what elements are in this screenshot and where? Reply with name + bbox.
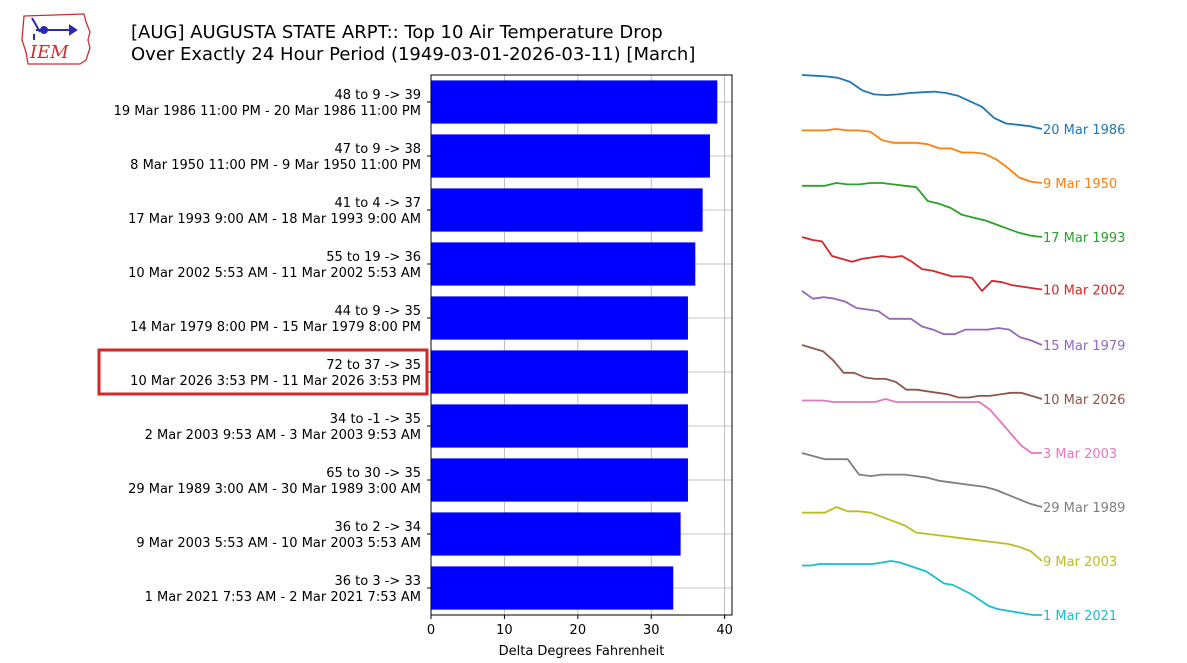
y-tick-label-line-2: 17 Mar 1993 9:00 AM - 18 Mar 1993 9:00 A…: [128, 212, 421, 227]
sparkline-label: 17 Mar 1993: [1043, 231, 1125, 246]
bar: [431, 242, 696, 286]
y-tick-label-line-2: 1 Mar 2021 7:53 AM - 2 Mar 2021 7:53 AM: [145, 590, 421, 605]
sparkline: [801, 236, 1043, 292]
sparkline-label: 1 Mar 2021: [1043, 609, 1117, 624]
sparkline: [801, 290, 1043, 346]
sparkline-chart: 20 Mar 1986 9 Mar 1950 17 Mar 1993 10 Mar 2…: [801, 74, 1125, 624]
sparkline: [802, 182, 1043, 238]
y-tick-label-line-2: 29 Mar 1989 3:00 AM - 30 Mar 1989 3:00 A…: [128, 482, 421, 497]
iowa-state-outline: [21, 13, 91, 65]
sparkline: [801, 344, 1043, 400]
x-tick-label: 30: [643, 623, 660, 638]
x-tick-label: 10: [496, 623, 513, 638]
chart-title-line-1: [AUG] AUGUSTA STATE ARPT:: Top 10 Air Te…: [131, 22, 663, 43]
iem-logo: IEM: [21, 13, 91, 65]
sparkline-label: 9 Mar 1950: [1043, 177, 1117, 192]
chart-title-line-2: Over Exactly 24 Hour Period (1949-03-01-…: [131, 44, 696, 65]
x-axis-label: Delta Degrees Fahrenheit: [499, 644, 665, 659]
sparkline: [801, 452, 1043, 508]
y-tick-label-line-2: 10 Mar 2026 3:53 PM - 11 Mar 2026 3:53 P…: [130, 374, 421, 389]
y-tick-label-line-1: 47 to 9 -> 38: [334, 142, 421, 157]
sparkline: [802, 560, 1042, 616]
sparkline-label: 9 Mar 2003: [1043, 555, 1117, 570]
sparkline: [801, 74, 1043, 130]
chart-title: [AUG] AUGUSTA STATE ARPT:: Top 10 Air Te…: [131, 22, 695, 66]
bar: [431, 296, 688, 340]
bar: [431, 404, 688, 448]
y-tick-label-line-1: 44 to 9 -> 35: [334, 304, 421, 319]
sparkline-label: 3 Mar 2003: [1043, 447, 1117, 462]
y-tick-label-line-1: 36 to 3 -> 33: [334, 574, 421, 589]
y-tick-label-line-1: 34 to -1 -> 35: [330, 412, 421, 427]
sparkline: [802, 128, 1043, 184]
y-tick-label-line-1: 41 to 4 -> 37: [334, 196, 421, 211]
bar: [431, 80, 718, 124]
x-tick-label: 40: [716, 623, 733, 638]
bar: [431, 134, 710, 178]
sparkline-label: 29 Mar 1989: [1043, 501, 1125, 516]
y-tick-label-line-1: 36 to 2 -> 34: [334, 520, 421, 535]
sparkline-label: 15 Mar 1979: [1043, 339, 1125, 354]
highlight-box: [97, 348, 429, 396]
plot-frame: [430, 74, 733, 616]
y-tick-label-line-1: 48 to 9 -> 39: [334, 88, 421, 103]
bar: [431, 458, 688, 502]
y-tick-label-line-1: 65 to 30 -> 35: [326, 466, 421, 481]
sparkline: [802, 506, 1043, 562]
bar: [431, 566, 674, 610]
sparkline-label: 10 Mar 2026: [1043, 393, 1125, 408]
bar-chart: 0 10 20 30 40 Delta Degrees Fahrenheit 48 to 9…: [97, 74, 733, 659]
y-tick-label-line-2: 19 Mar 1986 11:00 PM - 20 Mar 1986 11:00…: [114, 104, 421, 119]
bar: [431, 350, 688, 394]
weather-station-icon: [31, 17, 78, 40]
y-tick-label-line-2: 2 Mar 2003 9:53 AM - 3 Mar 2003 9:53 AM: [145, 428, 421, 443]
x-tick-label: 0: [427, 623, 435, 638]
logo-text: IEM: [29, 42, 69, 63]
sparkline-label: 10 Mar 2002: [1043, 284, 1125, 299]
y-tick-label-line-2: 9 Mar 2003 5:53 AM - 10 Mar 2003 5:53 AM: [136, 536, 421, 551]
bar: [431, 512, 681, 556]
sparkline-label: 20 Mar 1986: [1043, 123, 1125, 138]
x-tick-label: 20: [570, 623, 587, 638]
bar: [431, 188, 703, 232]
y-tick-label-line-2: 10 Mar 2002 5:53 AM - 11 Mar 2002 5:53 A…: [128, 266, 421, 281]
y-tick-label-line-2: 8 Mar 1950 11:00 PM - 9 Mar 1950 11:00 P…: [130, 158, 421, 173]
y-tick-label-line-2: 14 Mar 1979 8:00 PM - 15 Mar 1979 8:00 P…: [130, 320, 421, 335]
y-tick-label-line-1: 72 to 37 -> 35: [326, 358, 421, 373]
sparkline: [802, 398, 1042, 454]
y-tick-label-line-1: 55 to 19 -> 36: [326, 250, 421, 265]
